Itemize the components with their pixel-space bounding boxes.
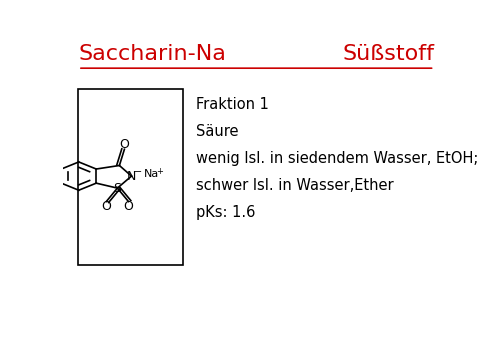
Bar: [78, 89, 182, 265]
Text: wenig lsl. in siedendem Wasser, EtOH;: wenig lsl. in siedendem Wasser, EtOH;: [196, 151, 478, 166]
Text: Fraktion 1: Fraktion 1: [196, 97, 269, 112]
Text: +: +: [156, 167, 163, 176]
Text: pKs: 1.6: pKs: 1.6: [196, 205, 256, 220]
Text: schwer lsl. in Wasser,Ether: schwer lsl. in Wasser,Ether: [196, 178, 394, 193]
Text: Säure: Säure: [196, 124, 238, 139]
Text: −: −: [134, 167, 142, 177]
Text: O: O: [120, 138, 130, 151]
Text: O: O: [102, 200, 111, 213]
Text: N: N: [127, 169, 136, 183]
Text: S: S: [114, 181, 122, 195]
Text: O: O: [124, 200, 134, 213]
Text: Saccharin-Na: Saccharin-Na: [78, 44, 226, 64]
Text: Na: Na: [144, 169, 160, 179]
Text: Süßstoff: Süßstoff: [342, 44, 434, 64]
